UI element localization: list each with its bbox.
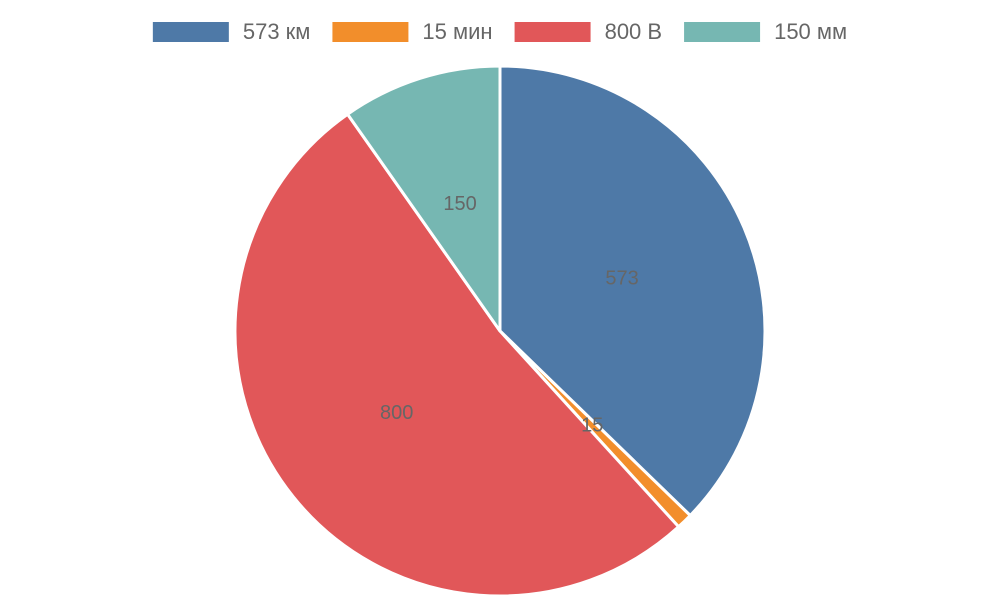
legend-label: 800 В bbox=[605, 19, 663, 44]
data-label: 150 bbox=[443, 193, 476, 215]
legend-swatch bbox=[152, 22, 229, 42]
legend-swatch bbox=[684, 22, 761, 42]
pie-slice bbox=[498, 64, 767, 517]
pie-slice bbox=[346, 64, 502, 333]
legend: 573 км 15 мин 800 В 150 мм bbox=[152, 19, 847, 44]
pie-slice bbox=[233, 112, 681, 598]
legend-swatch bbox=[514, 22, 591, 42]
legend-swatch bbox=[332, 22, 409, 42]
legend-label: 15 мин bbox=[422, 19, 492, 44]
data-label: 800 bbox=[380, 402, 413, 424]
legend-label: 150 мм bbox=[774, 19, 847, 44]
data-label: 15 bbox=[581, 414, 603, 436]
legend-label: 573 км bbox=[243, 19, 311, 44]
data-label: 573 bbox=[605, 268, 638, 290]
